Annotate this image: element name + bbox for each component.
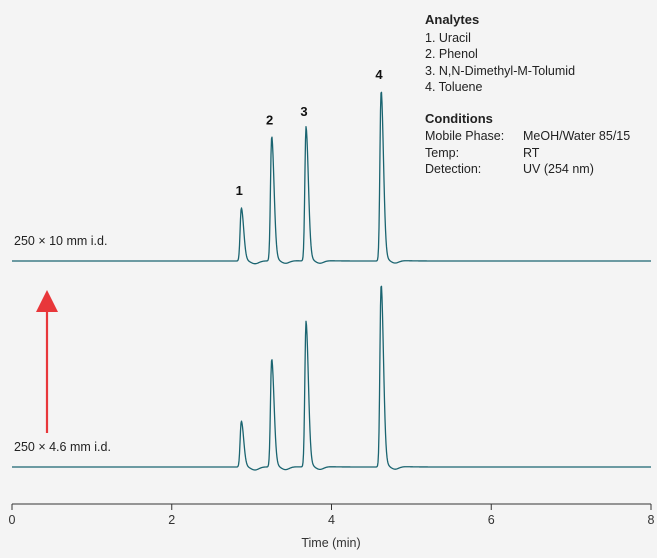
condition-value: RT	[523, 145, 540, 160]
legend-panel: Analytes 1. Uracil 2. Phenol 3. N,N-Dime…	[425, 12, 630, 178]
arrow-head	[36, 290, 58, 312]
x-tick-label: 8	[648, 513, 655, 527]
analyte-item: 1. Uracil	[425, 30, 471, 45]
x-tick-label: 6	[488, 513, 495, 527]
analyte-item: 2. Phenol	[425, 47, 478, 61]
condition-row: Temp: RT	[425, 145, 630, 162]
peak-label: 2	[266, 112, 273, 127]
condition-row: Detection: UV (254 nm)	[425, 161, 630, 178]
condition-row: Mobile Phase: MeOH/Water 85/15	[425, 128, 630, 145]
x-tick-label: 2	[168, 513, 175, 527]
condition-value: MeOH/Water 85/15	[523, 129, 631, 143]
x-tick-label: 0	[9, 513, 16, 527]
series-label-top: 250 × 10 mm i.d.	[14, 234, 108, 248]
condition-key: Detection:	[425, 162, 482, 176]
condition-key: Mobile Phase:	[425, 129, 505, 143]
x-axis-label: Time (min)	[301, 536, 360, 550]
series-line	[11, 285, 652, 471]
series-line	[11, 91, 652, 265]
peak-label: 3	[300, 104, 307, 119]
condition-value: UV (254 nm)	[523, 162, 594, 176]
series-label-bottom: 250 × 4.6 mm i.d.	[14, 440, 111, 454]
analyte-item: 3. N,N-Dimethyl-M-Tolumid	[425, 63, 576, 78]
x-tick-label: 4	[328, 513, 335, 527]
conditions-title: Conditions	[425, 110, 493, 126]
peak-label: 1	[236, 183, 243, 198]
analytes-title: Analytes	[425, 12, 480, 27]
peak-label: 4	[375, 67, 383, 82]
analyte-item: 4. Toluene	[425, 80, 483, 94]
condition-key: Temp:	[425, 145, 460, 160]
